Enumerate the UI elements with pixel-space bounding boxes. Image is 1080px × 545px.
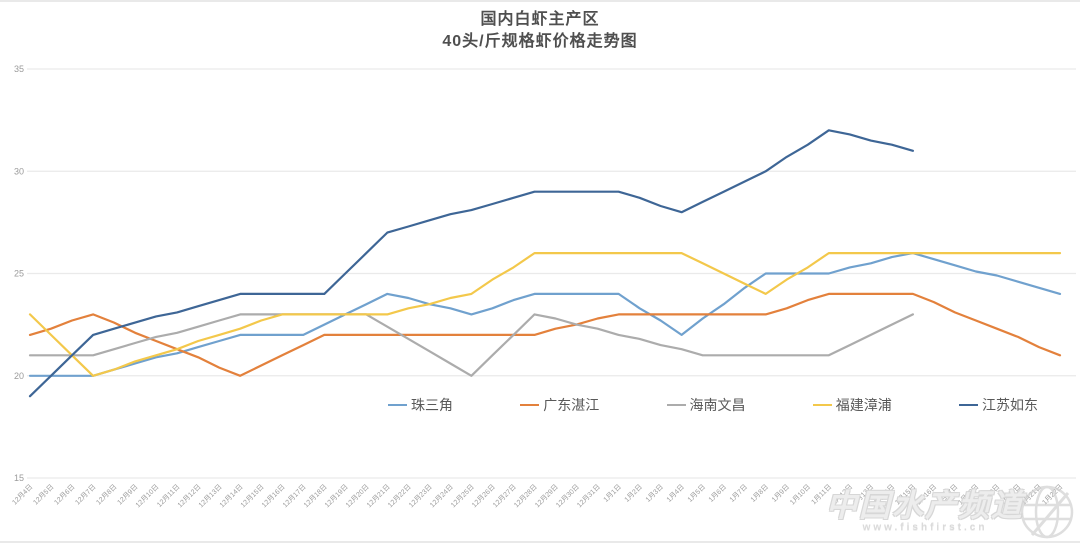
x-tick-label: 1月22日 (1041, 483, 1065, 507)
legend-swatch (666, 403, 686, 407)
legend-item-5: 江苏如东 (959, 395, 1038, 415)
x-tick-label: 1月6日 (707, 483, 728, 504)
x-tick-label: 1月12日 (830, 483, 854, 507)
y-tick-label: 25 (14, 269, 24, 279)
legend-item-2: 广东湛江 (520, 395, 599, 415)
x-tick-label: 1月7日 (728, 483, 749, 504)
legend-label: 海南文昌 (689, 397, 746, 413)
y-tick-label: 35 (14, 64, 24, 74)
legend-label: 福建漳浦 (835, 397, 892, 413)
x-tick-label: 12月4日 (11, 483, 35, 507)
x-tick-label: 1月13日 (851, 483, 875, 507)
series-line-3 (28, 313, 915, 377)
legend-label: 江苏如东 (982, 397, 1038, 413)
x-tick-label: 1月4日 (665, 483, 686, 504)
legend-label: 广东湛江 (543, 397, 600, 413)
x-tick-label: 1月1日 (602, 483, 623, 504)
x-tick-label: 12月6日 (53, 483, 77, 507)
x-tick-label: 1月5日 (686, 483, 707, 504)
legend-swatch (812, 403, 832, 407)
chart-title: 国内白虾主产区 (480, 11, 600, 28)
x-tick-label: 1月3日 (644, 483, 665, 504)
chart-title-block: 国内白虾主产区 40头/斤规格虾价格走势图 (0, 9, 1080, 53)
legend-item-1: 珠三角 (388, 395, 453, 415)
x-tick-label: 12月7日 (74, 483, 98, 507)
legend-item-3: 海南文昌 (666, 395, 746, 415)
legend-swatch (520, 403, 540, 407)
x-tick-label: 1月19日 (978, 483, 1002, 507)
series-line-1 (28, 252, 1062, 377)
series-line-4 (28, 252, 1062, 377)
series-line-5 (28, 129, 915, 398)
x-tick-label: 12月5日 (32, 483, 56, 507)
legend-item-4: 福建漳浦 (812, 395, 892, 415)
x-tick-label: 1月10日 (788, 483, 812, 507)
x-tick-label: 1月9日 (770, 483, 791, 504)
x-tick-label: 1月21日 (1020, 483, 1044, 507)
legend-swatch (388, 403, 407, 407)
x-tick-label: 12月31日 (575, 483, 602, 510)
x-tick-label: 1月8日 (749, 483, 770, 504)
x-tick-label: 1月14日 (872, 483, 896, 507)
chart-subtitle: 40头/斤规格虾价格走势图 (442, 33, 638, 50)
y-tick-label: 30 (14, 166, 24, 176)
x-tick-label: 1月2日 (623, 483, 644, 504)
chart-legend: 珠三角 广东湛江 海南文昌 福建漳浦 江苏如东 (388, 393, 1038, 417)
series-line-2 (28, 292, 1062, 377)
x-tick-label: 1月15日 (893, 483, 917, 507)
y-tick-label: 20 (14, 371, 24, 381)
x-tick-label: 1月20日 (999, 483, 1023, 507)
legend-swatch (959, 403, 978, 407)
x-tick-label: 1月16日 (914, 483, 938, 507)
x-tick-label: 1月11日 (810, 483, 833, 506)
x-tick-label: 1月17日 (935, 483, 959, 507)
x-tick-label: 1月18日 (957, 483, 981, 507)
x-tick-label: 12月8日 (95, 483, 119, 507)
legend-label: 珠三角 (411, 397, 453, 413)
y-tick-label: 15 (14, 473, 24, 483)
